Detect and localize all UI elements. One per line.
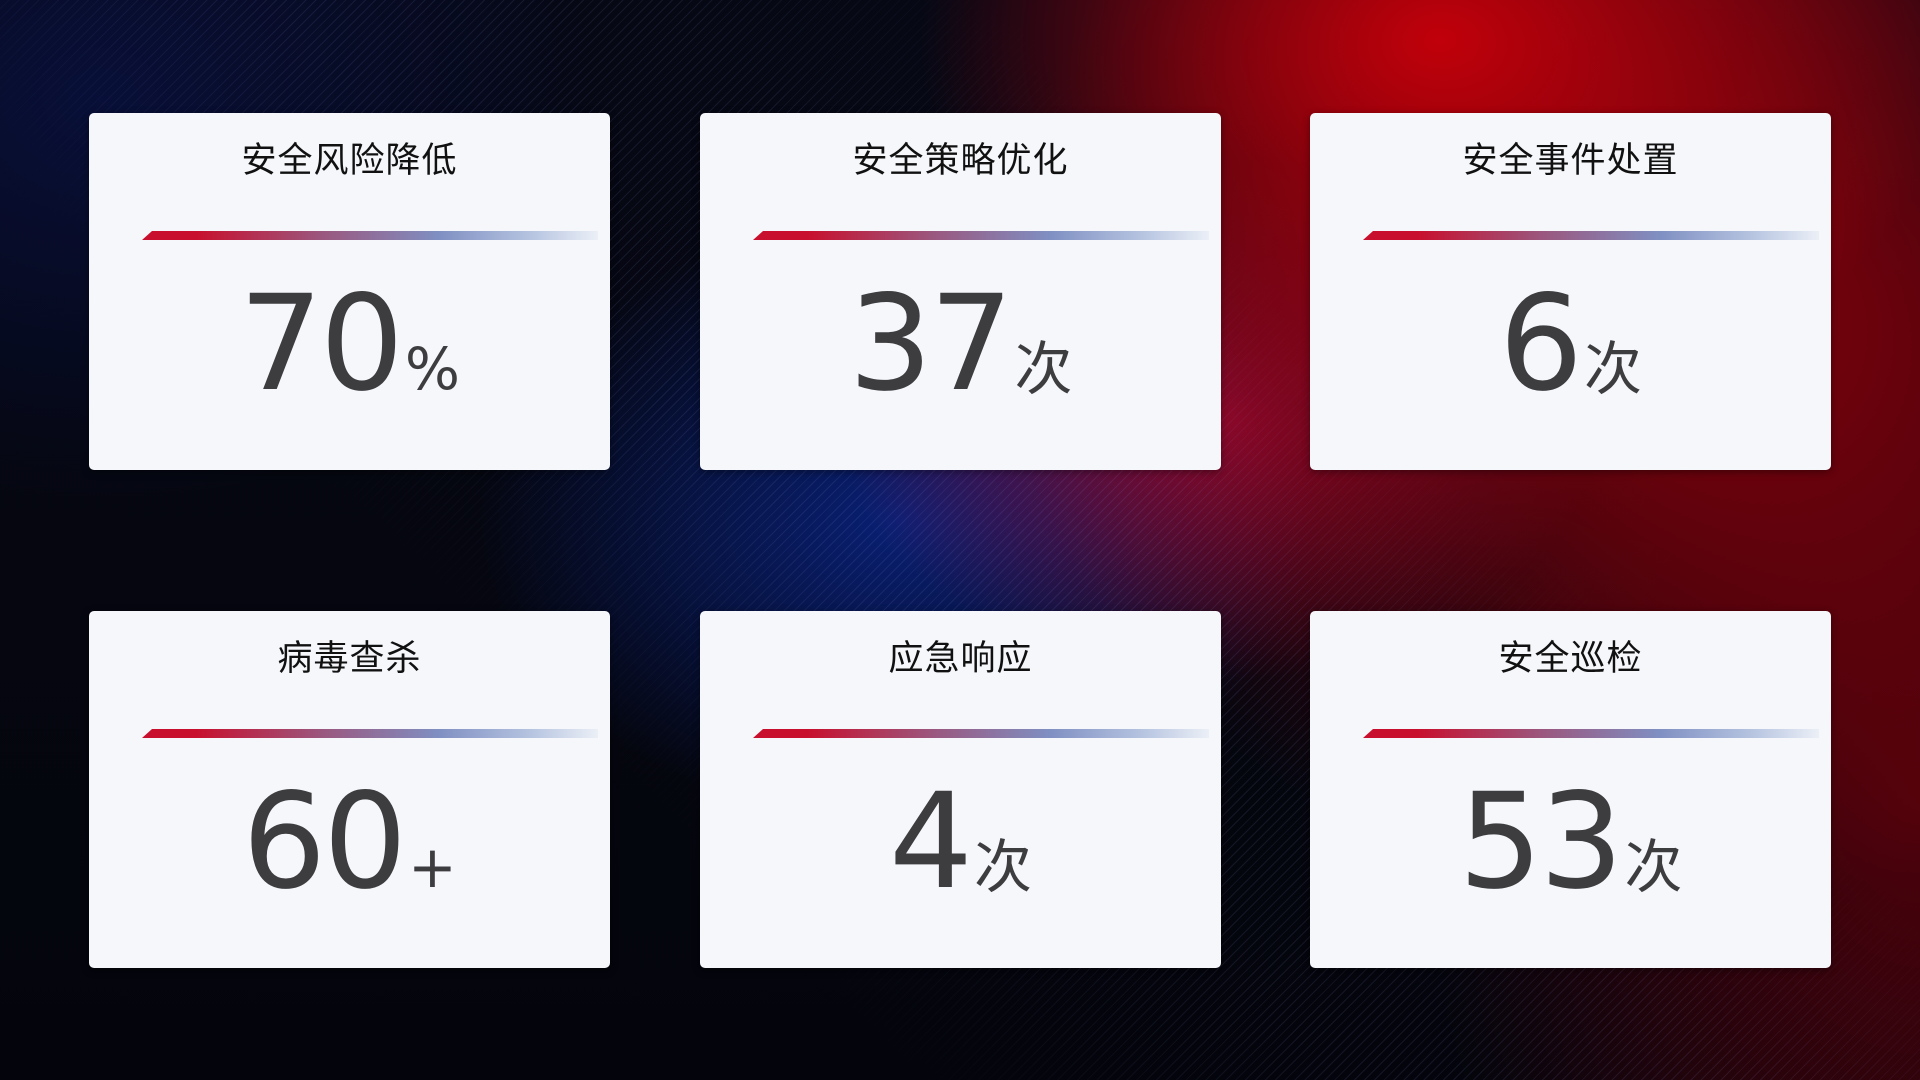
value-unit: 次 (1583, 335, 1642, 403)
value-number: 70 (238, 267, 404, 421)
card-title: 安全事件处置 (1462, 141, 1679, 181)
value-unit: 次 (1624, 833, 1683, 901)
gradient-divider (753, 231, 1209, 240)
stat-card-virus-removal: 病毒查杀 60+ (89, 611, 610, 968)
card-title: 应急响应 (888, 639, 1033, 679)
value-unit: 次 (1014, 335, 1073, 403)
stat-card-emergency-response: 应急响应 4次 (700, 611, 1221, 968)
gradient-divider (142, 729, 598, 738)
value-number: 53 (1458, 765, 1624, 919)
card-title: 安全巡检 (1498, 639, 1643, 679)
card-value: 6次 (1310, 278, 1831, 410)
card-value: 4次 (700, 776, 1221, 908)
stat-card-risk-reduction: 安全风险降低 70% (89, 113, 610, 470)
value-unit: + (408, 833, 457, 901)
stat-card-policy-optimization: 安全策略优化 37次 (700, 113, 1221, 470)
value-unit: % (404, 335, 461, 403)
gradient-divider (1363, 231, 1819, 240)
value-number: 6 (1499, 267, 1583, 421)
value-unit: 次 (973, 833, 1032, 901)
card-title: 安全策略优化 (852, 141, 1069, 181)
stat-card-security-inspection: 安全巡检 53次 (1310, 611, 1831, 968)
gradient-divider (142, 231, 598, 240)
value-number: 4 (889, 765, 973, 919)
card-value: 70% (89, 278, 610, 410)
card-title: 病毒查杀 (277, 639, 422, 679)
value-number: 37 (848, 267, 1014, 421)
card-value: 60+ (89, 776, 610, 908)
card-value: 53次 (1310, 776, 1831, 908)
card-value: 37次 (700, 278, 1221, 410)
stat-card-incident-handling: 安全事件处置 6次 (1310, 113, 1831, 470)
gradient-divider (753, 729, 1209, 738)
value-number: 60 (242, 765, 407, 919)
card-title: 安全风险降低 (241, 141, 458, 181)
gradient-divider (1363, 729, 1819, 738)
